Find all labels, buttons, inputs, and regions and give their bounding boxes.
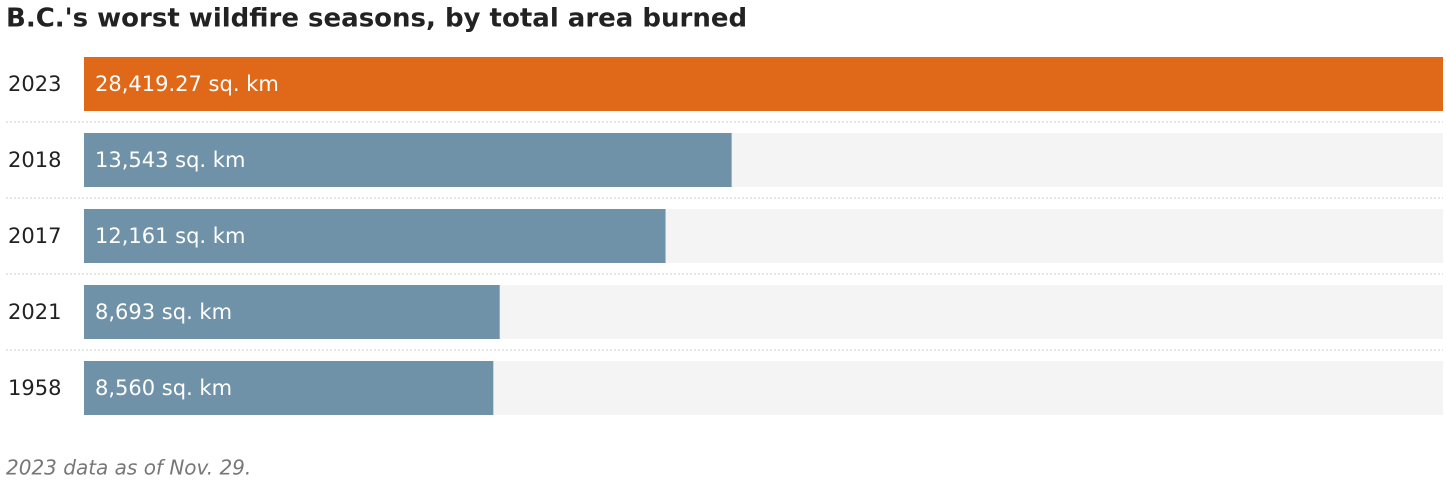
bar [84, 285, 500, 339]
category-label: 2017 [8, 224, 61, 248]
category-label: 2018 [8, 148, 61, 172]
value-label: 12,161 sq. km [95, 224, 245, 248]
bar [84, 57, 1443, 111]
category-label: 1958 [8, 376, 61, 400]
bar [84, 361, 494, 415]
bar [84, 209, 666, 263]
category-label: 2021 [8, 300, 61, 324]
footnote: 2023 data as of Nov. 29. [6, 456, 251, 480]
value-label: 13,543 sq. km [95, 148, 245, 172]
category-label: 2023 [8, 72, 61, 96]
value-label: 28,419.27 sq. km [95, 72, 279, 96]
bar [84, 133, 732, 187]
value-label: 8,560 sq. km [95, 376, 232, 400]
value-label: 8,693 sq. km [95, 300, 232, 324]
chart-title: B.C.'s worst wildfire seasons, by total … [6, 4, 747, 34]
